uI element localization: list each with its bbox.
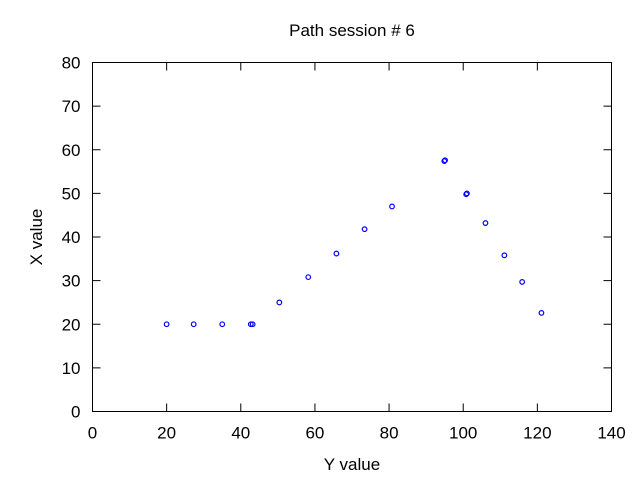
data-point [276,299,283,306]
y-tick-label: 50 [62,184,81,203]
y-tick-label: 20 [62,315,81,334]
data-point [305,274,312,281]
data-point [333,250,340,257]
x-tick-label: 140 [597,424,625,443]
y-tick-label: 40 [62,228,81,247]
chart-title: Path session # 6 [289,21,415,40]
data-point [219,321,226,328]
data-point [361,226,368,233]
y-tick-label: 70 [62,97,81,116]
data-point [519,279,526,285]
x-tick-label: 40 [231,424,250,443]
data-point [501,252,508,259]
x-tick-label: 20 [157,424,176,443]
data-point [538,310,545,316]
x-tick-label: 120 [523,424,551,443]
data-point [249,321,256,328]
y-tick-label: 10 [62,359,81,378]
y-axis-label: X value [27,209,46,266]
x-tick-label: 100 [449,424,477,443]
y-tick-label: 0 [71,403,80,422]
x-axis-label: Y value [324,455,380,474]
x-tick-label: 60 [305,424,324,443]
data-point [464,190,470,197]
data-point [442,157,448,164]
data-point [389,203,395,210]
axis-ticks: 0 20 40 60 80 100 120 140 0 10 20 30 40 50 60 70 80 [62,54,626,443]
plot-frame [92,62,612,412]
y-tick-label: 80 [62,54,81,73]
data-point [163,321,170,328]
data-points [163,157,545,328]
y-tick-label: 30 [62,272,81,291]
data-point [482,220,489,226]
data-point [247,321,254,328]
y-tick-label: 60 [62,141,81,160]
data-point [190,321,197,328]
x-tick-label: 80 [380,424,399,443]
x-tick-label: 0 [88,424,97,443]
